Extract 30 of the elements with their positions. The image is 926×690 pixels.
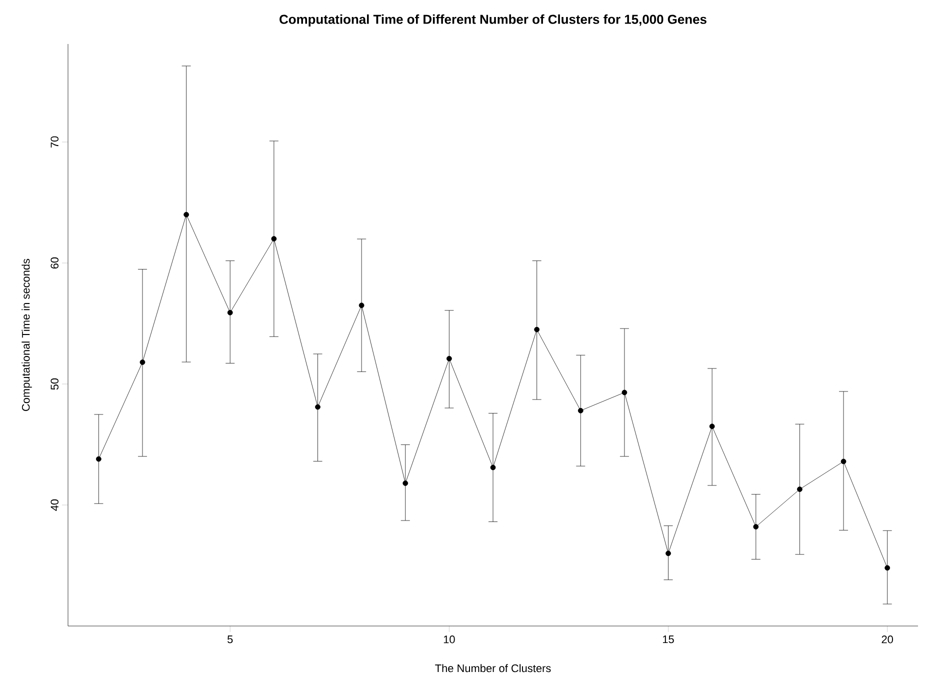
point (666, 550, 671, 556)
point (490, 464, 496, 470)
y-tick-label: 50 (50, 378, 58, 390)
point (797, 486, 802, 492)
y-tick-label: 70 (50, 136, 58, 148)
point (884, 565, 890, 571)
point (534, 326, 540, 332)
chart-title: Computational Time of Different Number of Clusters for 15,000 Genes (280, 14, 706, 26)
point (315, 404, 320, 410)
x-axis-title: The Number of Clusters (435, 664, 551, 672)
point (402, 480, 408, 486)
point (622, 390, 628, 396)
point (271, 236, 277, 242)
point (140, 360, 146, 365)
point (709, 424, 715, 430)
x-tick-label: 5 (228, 636, 233, 644)
y-tick-label: 60 (50, 257, 58, 269)
x-tick-label: 10 (444, 636, 455, 644)
point (96, 456, 102, 462)
point (184, 212, 189, 218)
point (753, 524, 759, 530)
x-tick-label: 15 (663, 636, 674, 644)
point (358, 302, 364, 308)
y-tick-label: 40 (50, 499, 58, 511)
point (578, 408, 584, 414)
point (227, 310, 233, 316)
point (840, 458, 846, 464)
point (446, 356, 452, 362)
y-axis-title: Computational Time in seconds (22, 258, 32, 411)
x-tick-label: 20 (882, 636, 893, 644)
